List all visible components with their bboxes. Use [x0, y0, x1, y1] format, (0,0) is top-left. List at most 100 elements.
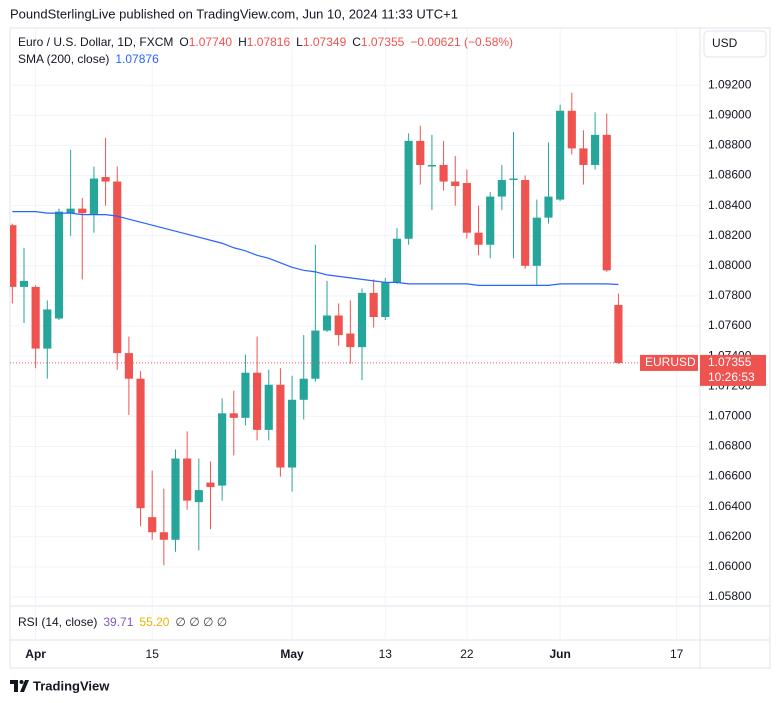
candle-body — [591, 134, 600, 165]
rsi-name: RSI (14, close) — [18, 615, 97, 629]
candle-body — [544, 196, 553, 218]
candle-body — [124, 353, 133, 379]
candle-body — [54, 211, 64, 319]
publish-header: PoundSterlingLive published on TradingVi… — [10, 6, 458, 21]
candle-body — [66, 208, 75, 214]
x-tick-label: May — [280, 647, 304, 661]
candle-body — [136, 378, 145, 509]
candle-body — [532, 217, 541, 266]
y-tick-label: 1.08000 — [708, 258, 752, 272]
y-tick-label: 1.07000 — [708, 409, 752, 423]
candle-body — [579, 148, 588, 165]
indicator-name: SMA (200, close) — [18, 52, 109, 66]
logo-dot — [19, 680, 24, 684]
x-tick-label: Apr — [25, 647, 46, 661]
price-tag-label: 1.07355 — [708, 355, 752, 369]
y-tick-label: 1.05800 — [708, 589, 752, 603]
candle-body — [567, 110, 576, 149]
y-tick-label: 1.06800 — [708, 439, 752, 453]
candle-body — [89, 178, 98, 215]
x-tick-label: 17 — [670, 647, 684, 661]
candle-body — [462, 183, 471, 233]
chart-frame — [9, 27, 771, 669]
candle-body — [253, 372, 262, 430]
rsi-na: ∅ ∅ ∅ ∅ — [175, 615, 227, 629]
candle-body — [148, 517, 157, 533]
rsi-value: 39.71 — [103, 615, 133, 629]
countdown-label: 10:26:53 — [708, 370, 755, 384]
candle-body — [171, 458, 180, 540]
candle-body — [334, 315, 343, 336]
candle-body — [346, 333, 355, 348]
sma-line — [12, 211, 619, 286]
y-tick-label: 1.09200 — [708, 77, 752, 91]
candle-body — [241, 372, 250, 418]
candle-body — [427, 164, 437, 167]
candle-body — [311, 330, 320, 379]
y-tick-label: 1.08200 — [708, 228, 752, 242]
candle-body — [113, 181, 122, 354]
candle-body — [416, 140, 425, 165]
tradingview-logo — [10, 680, 29, 692]
ohlc-value: 1.07816 — [247, 35, 291, 49]
price-tag — [700, 354, 766, 386]
rsi-ma-value: 55.20 — [139, 615, 169, 629]
candle-body — [556, 110, 565, 200]
ohlc-key: O — [179, 35, 188, 49]
candle-body — [357, 292, 367, 348]
candle-body — [404, 140, 413, 239]
symbol-tag-label: EURUSD — [645, 355, 696, 369]
candle-body — [183, 458, 192, 501]
ohlc-key: C — [352, 35, 361, 49]
currency-label: USD — [712, 36, 738, 50]
y-tick-label: 1.08400 — [708, 198, 752, 212]
candle-body — [229, 413, 238, 418]
currency-button[interactable] — [703, 30, 767, 58]
plot-area — [10, 92, 700, 566]
y-tick-label: 1.08800 — [708, 138, 752, 152]
candle-body — [451, 181, 460, 187]
rsi-legend: RSI (14, close) 39.71 55.20 ∅ ∅ ∅ ∅ — [18, 615, 227, 629]
indicator-value: 1.07876 — [115, 52, 159, 66]
candle-body — [218, 413, 227, 486]
candle-body — [602, 134, 611, 271]
candle-body — [101, 177, 110, 182]
candle-body — [474, 232, 483, 245]
candle-body — [439, 164, 448, 182]
ohlc-key: H — [238, 35, 247, 49]
y-tick-label: 1.07800 — [708, 288, 752, 302]
logo-mark — [10, 680, 29, 692]
symbol: Euro / U.S. Dollar, 1D, FXCM — [18, 35, 173, 49]
y-tick-label: 1.06200 — [708, 529, 752, 543]
x-tick-label: Jun — [549, 647, 570, 661]
y-tick-label: 1.09000 — [708, 107, 752, 121]
y-tick-label: 1.06600 — [708, 469, 752, 483]
x-tick-label: 15 — [146, 647, 160, 661]
candle-body — [43, 309, 52, 349]
ohlc-value: 1.07355 — [361, 35, 405, 49]
y-tick-label: 1.06000 — [708, 559, 752, 573]
ohlc-value: 1.07349 — [303, 35, 347, 49]
candle-body — [78, 208, 87, 214]
x-tick-label: 22 — [460, 647, 474, 661]
candle-body — [322, 315, 332, 331]
legend-row: Euro / U.S. Dollar, 1D, FXCM O1.07740 H1.0… — [18, 35, 513, 49]
candle-body — [206, 482, 215, 488]
candle-body — [381, 282, 390, 317]
candle-body — [521, 180, 530, 266]
change: −0.00621 (−0.58%) — [410, 35, 513, 49]
indicator-legend: SMA (200, close) 1.07876 — [18, 52, 159, 66]
candle-body — [299, 378, 308, 400]
axes: 1.05800 1.06000 1.06200 1.06400 1.06600 1.068… — [25, 77, 766, 661]
candle-body — [194, 490, 203, 503]
candle-body — [509, 178, 518, 181]
candle-body — [392, 238, 402, 283]
candle-body — [614, 304, 623, 363]
ohlc-key: L — [296, 35, 303, 49]
candle-body — [486, 196, 495, 245]
candle-body — [497, 180, 506, 197]
ohlc-value: 1.07740 — [189, 35, 233, 49]
symbol-tag — [640, 354, 698, 371]
y-tick-label: 1.06400 — [708, 499, 752, 513]
